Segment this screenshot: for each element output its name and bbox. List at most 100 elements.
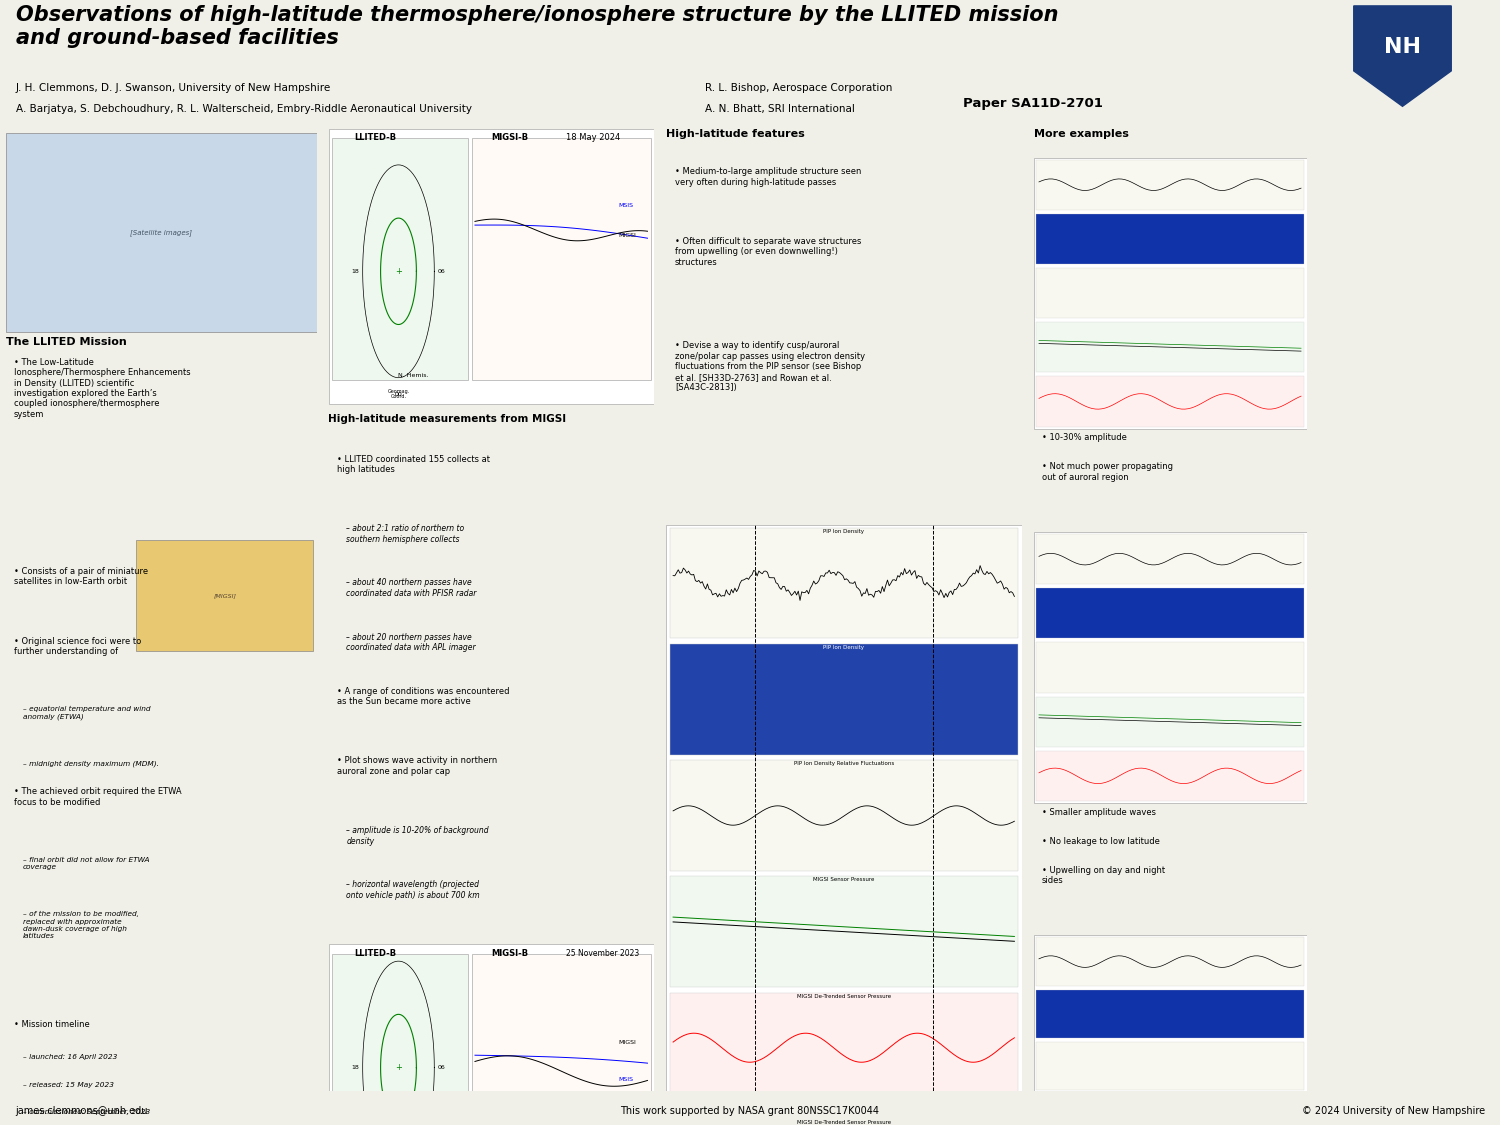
FancyBboxPatch shape — [669, 760, 1018, 871]
Text: MSIS: MSIS — [618, 204, 633, 208]
FancyBboxPatch shape — [1036, 588, 1304, 639]
Text: 18: 18 — [351, 269, 360, 273]
FancyBboxPatch shape — [332, 138, 468, 380]
Text: – about 40 northern passes have
coordinated data with PFISR radar: – about 40 northern passes have coordina… — [346, 578, 477, 597]
Text: This work supported by NASA grant 80NSSC17K0044: This work supported by NASA grant 80NSSC… — [621, 1106, 879, 1116]
Text: More examples: More examples — [1034, 128, 1128, 138]
Text: 18 May 2024: 18 May 2024 — [566, 134, 621, 143]
Text: • Original science foci were to
further understanding of: • Original science foci were to further … — [13, 637, 141, 656]
Text: MIGSI-B: MIGSI-B — [492, 134, 528, 143]
Text: • The achieved orbit required the ETWA
focus to be modified: • The achieved orbit required the ETWA f… — [13, 788, 182, 807]
Text: – amplitude is 10-20% of background
density: – amplitude is 10-20% of background dens… — [346, 826, 489, 846]
Text: • No leakage to low latitude: • No leakage to low latitude — [1041, 837, 1160, 846]
FancyBboxPatch shape — [1036, 322, 1304, 372]
Text: J. H. Clemmons, D. J. Swanson, University of New Hampshire: J. H. Clemmons, D. J. Swanson, Universit… — [15, 83, 332, 92]
Text: MSIS: MSIS — [618, 1078, 633, 1082]
Text: PIP Ion Density: PIP Ion Density — [824, 529, 864, 534]
Text: james.clemmons@unh.edu: james.clemmons@unh.edu — [15, 1106, 147, 1116]
Text: Paper SA11D-2701: Paper SA11D-2701 — [963, 97, 1102, 110]
Text: • Smaller amplitude waves: • Smaller amplitude waves — [1041, 808, 1155, 817]
FancyBboxPatch shape — [1036, 937, 1304, 986]
FancyBboxPatch shape — [1036, 376, 1304, 426]
FancyBboxPatch shape — [1034, 936, 1306, 1125]
Text: LLITED-B: LLITED-B — [354, 950, 396, 958]
Text: • 10-30% amplitude: • 10-30% amplitude — [1041, 433, 1126, 442]
Text: 00: 00 — [394, 393, 402, 397]
FancyBboxPatch shape — [669, 528, 1018, 639]
FancyBboxPatch shape — [669, 876, 1018, 987]
Text: – launched: 16 April 2023: – launched: 16 April 2023 — [22, 1054, 117, 1061]
Text: MIGSI: MIGSI — [618, 1041, 636, 1045]
Text: 25 November 2023: 25 November 2023 — [566, 950, 639, 958]
FancyBboxPatch shape — [666, 1117, 1022, 1125]
Text: NH: NH — [1384, 37, 1420, 57]
Text: MIGSI De-Trended Sensor Pressure: MIGSI De-Trended Sensor Pressure — [796, 993, 891, 999]
FancyBboxPatch shape — [1036, 696, 1304, 747]
FancyBboxPatch shape — [1036, 534, 1304, 584]
Text: • LLITED coordinated 155 collects at
high latitudes: • LLITED coordinated 155 collects at hig… — [336, 455, 489, 474]
Text: PIP Ion Density Relative Fluctuations: PIP Ion Density Relative Fluctuations — [794, 762, 894, 766]
Text: • Mission timeline: • Mission timeline — [13, 1019, 90, 1028]
Text: Geomag.
Coord.: Geomag. Coord. — [387, 389, 410, 399]
Text: N. Hemis.: N. Hemis. — [399, 374, 429, 378]
Text: 06: 06 — [438, 269, 446, 273]
Text: • Plot shows wave activity in northern
auroral zone and polar cap: • Plot shows wave activity in northern a… — [336, 756, 496, 776]
Text: +: + — [394, 1063, 402, 1072]
Text: • Devise a way to identify cusp/auroral
zone/polar cap passes using electron den: • Devise a way to identify cusp/auroral … — [675, 342, 865, 392]
Text: PIP Ion Density: PIP Ion Density — [824, 646, 864, 650]
Text: High-latitude measurements from MIGSI: High-latitude measurements from MIGSI — [328, 414, 567, 424]
Text: – released: 15 May 2023: – released: 15 May 2023 — [22, 1081, 114, 1088]
FancyBboxPatch shape — [1036, 750, 1304, 801]
FancyBboxPatch shape — [1036, 268, 1304, 318]
FancyBboxPatch shape — [669, 992, 1018, 1102]
Text: Observations of high-latitude thermosphere/ionosphere structure by the LLITED mi: Observations of high-latitude thermosphe… — [15, 4, 1058, 48]
FancyBboxPatch shape — [471, 954, 651, 1125]
FancyBboxPatch shape — [332, 954, 468, 1125]
Text: High-latitude features: High-latitude features — [666, 128, 804, 138]
Text: © 2024 University of New Hampshire: © 2024 University of New Hampshire — [1302, 1106, 1485, 1116]
FancyBboxPatch shape — [471, 138, 651, 380]
Text: LLITED-B: LLITED-B — [354, 134, 396, 143]
Text: • The Low-Latitude
Ionosphere/Thermosphere Enhancements
in Density (LLITED) scie: • The Low-Latitude Ionosphere/Thermosphe… — [13, 358, 190, 418]
FancyBboxPatch shape — [1036, 214, 1304, 264]
Text: A. N. Bhatt, SRI International: A. N. Bhatt, SRI International — [705, 104, 855, 114]
Text: – midnight density maximum (MDM).: – midnight density maximum (MDM). — [22, 760, 159, 767]
Text: – horizontal wavelength (projected
onto vehicle path) is about 700 km: – horizontal wavelength (projected onto … — [346, 881, 480, 900]
Text: MIGSI Sensor Pressure: MIGSI Sensor Pressure — [813, 878, 874, 882]
Text: R. L. Bishop, Aerospace Corporation: R. L. Bishop, Aerospace Corporation — [705, 83, 892, 92]
FancyBboxPatch shape — [1036, 1095, 1304, 1125]
Text: • A range of conditions was encountered
as the Sun became more active: • A range of conditions was encountered … — [336, 687, 508, 706]
Text: – of the mission to be modified,
replaced with approximate
dawn-dusk coverage of: – of the mission to be modified, replace… — [22, 911, 140, 938]
FancyBboxPatch shape — [1034, 532, 1306, 803]
Text: 06: 06 — [438, 1065, 446, 1070]
FancyBboxPatch shape — [6, 134, 316, 332]
Text: • Not much power propagating
out of auroral region: • Not much power propagating out of auro… — [1041, 462, 1173, 482]
FancyBboxPatch shape — [1036, 1042, 1304, 1090]
FancyBboxPatch shape — [1036, 160, 1304, 210]
Text: 18: 18 — [351, 1065, 360, 1070]
Text: MIGSI: MIGSI — [618, 233, 636, 237]
Text: MIGSI De-Trended Sensor Pressure: MIGSI De-Trended Sensor Pressure — [796, 1120, 891, 1125]
Text: – equatorial temperature and wind
anomaly (ETWA): – equatorial temperature and wind anomal… — [22, 706, 150, 720]
Text: A. Barjatya, S. Debchoudhury, R. L. Walterscheid, Embry-Riddle Aeronautical Univ: A. Barjatya, S. Debchoudhury, R. L. Walt… — [15, 104, 471, 114]
Text: – about 20 northern passes have
coordinated data with APL imager: – about 20 northern passes have coordina… — [346, 632, 476, 652]
Text: The LLITED Mission: The LLITED Mission — [6, 336, 126, 346]
Text: – final orbit did not allow for ETWA
coverage: – final orbit did not allow for ETWA cov… — [22, 857, 150, 870]
FancyBboxPatch shape — [1036, 990, 1304, 1038]
Text: • Often difficult to separate wave structures
from upwelling (or even downwellin: • Often difficult to separate wave struc… — [675, 237, 861, 267]
Text: – about 2:1 ratio of northern to
southern hemisphere collects: – about 2:1 ratio of northern to souther… — [346, 524, 465, 543]
Text: [Satellite images]: [Satellite images] — [130, 228, 192, 235]
Text: [MIGSI]: [MIGSI] — [213, 593, 237, 598]
FancyBboxPatch shape — [1036, 642, 1304, 693]
Text: MIGSI-B: MIGSI-B — [492, 950, 528, 958]
FancyBboxPatch shape — [328, 128, 654, 404]
FancyBboxPatch shape — [328, 944, 654, 1125]
Text: • Medium-to-large amplitude structure seen
very often during high-latitude passe: • Medium-to-large amplitude structure se… — [675, 168, 861, 187]
FancyBboxPatch shape — [666, 525, 1022, 1106]
Text: +: + — [394, 267, 402, 276]
Polygon shape — [1353, 6, 1450, 106]
FancyBboxPatch shape — [1034, 158, 1306, 429]
Text: – commissioned: September, 2023: – commissioned: September, 2023 — [22, 1108, 150, 1115]
Text: • Upwelling on day and night
sides: • Upwelling on day and night sides — [1041, 866, 1166, 885]
FancyBboxPatch shape — [136, 540, 314, 651]
